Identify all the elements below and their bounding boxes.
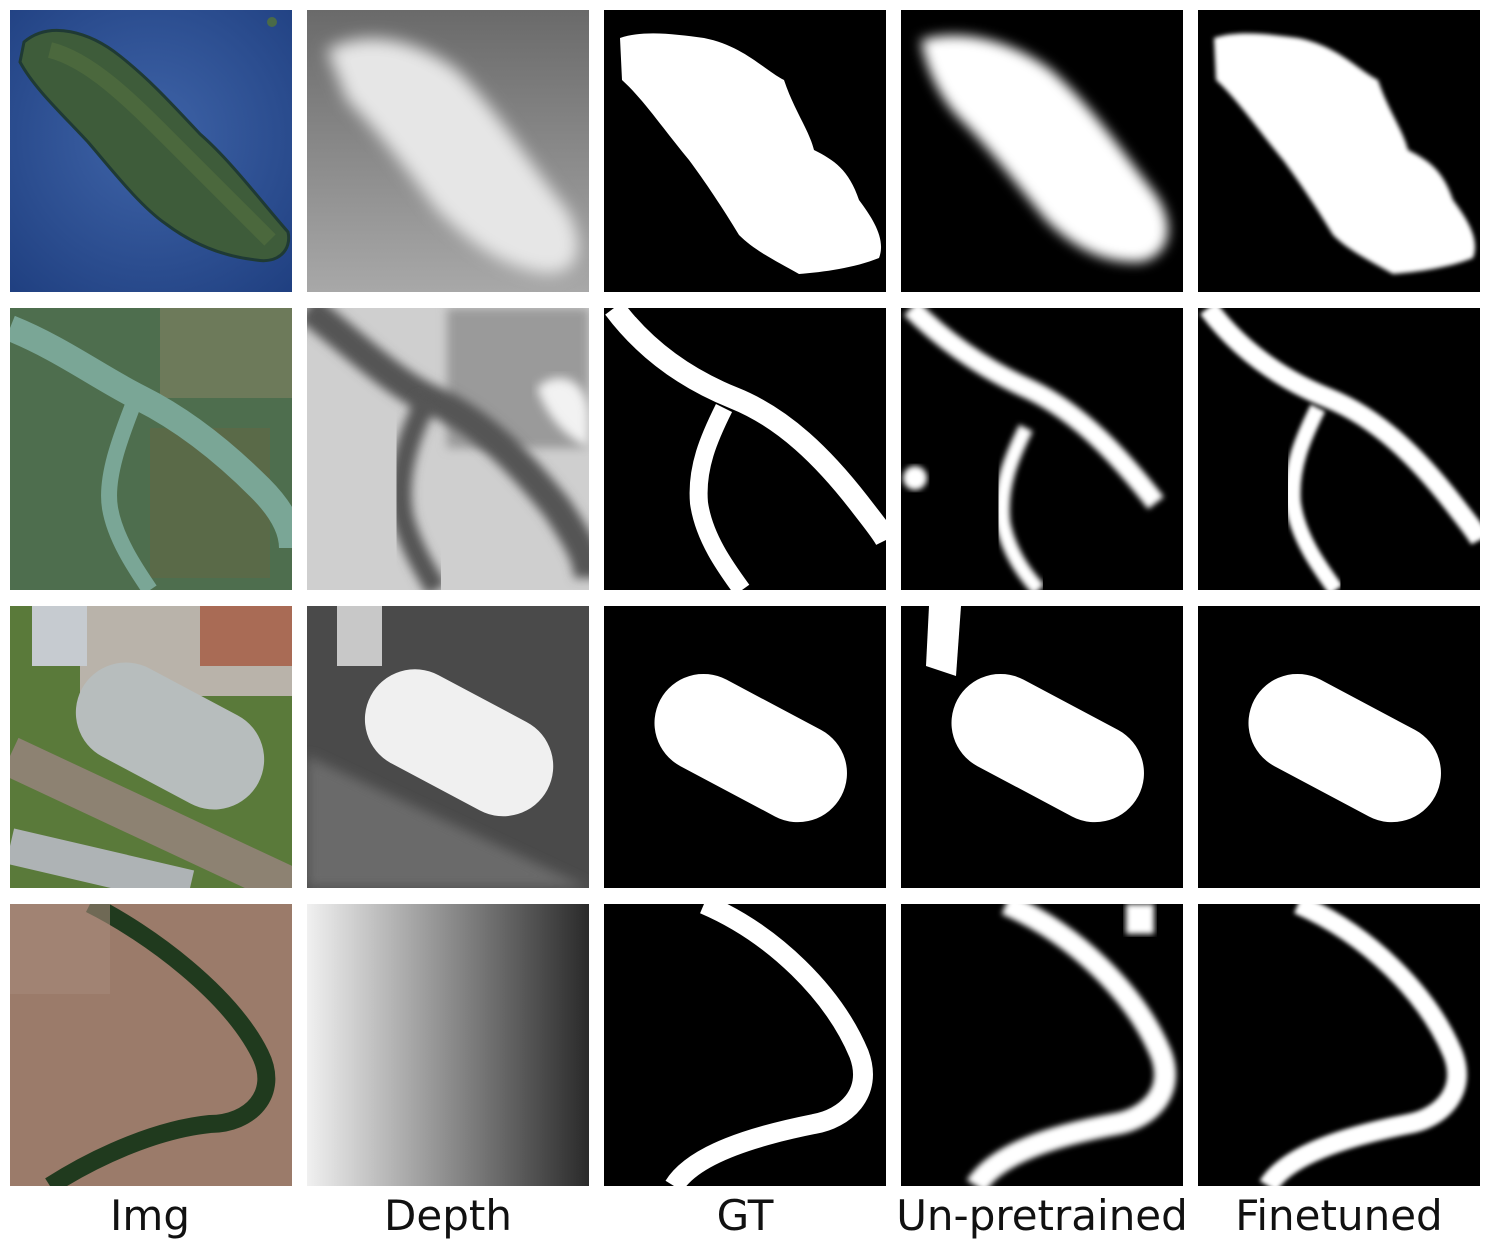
- row3-depth: [307, 606, 589, 888]
- column-label-depth: Depth: [384, 1191, 512, 1240]
- row3-img: [10, 606, 292, 888]
- row1-gt: [604, 10, 886, 292]
- row4-finetuned: [1198, 904, 1480, 1186]
- row4-unpretrained: [901, 904, 1183, 1186]
- column-label-finetuned: Finetuned: [1235, 1191, 1443, 1240]
- row1-unpretrained: [901, 10, 1183, 292]
- row1-img: [10, 10, 292, 292]
- column-label-img: Img: [110, 1191, 190, 1240]
- row4-gt: [604, 904, 886, 1186]
- row2-depth: [307, 308, 589, 590]
- row3-gt: [604, 606, 886, 888]
- row2-unpretrained: [901, 308, 1183, 590]
- row2-gt: [604, 308, 886, 590]
- row4-depth: [307, 904, 589, 1186]
- row3-finetuned: [1198, 606, 1480, 888]
- row1-depth: [307, 10, 589, 292]
- row4-img: [10, 904, 292, 1186]
- row2-img: [10, 308, 292, 590]
- column-label-gt: GT: [716, 1191, 774, 1240]
- column-label-unpretrained: Un-pretrained: [896, 1191, 1188, 1240]
- row1-finetuned: [1198, 10, 1480, 292]
- row3-unpretrained: [901, 606, 1183, 888]
- row2-finetuned: [1198, 308, 1480, 590]
